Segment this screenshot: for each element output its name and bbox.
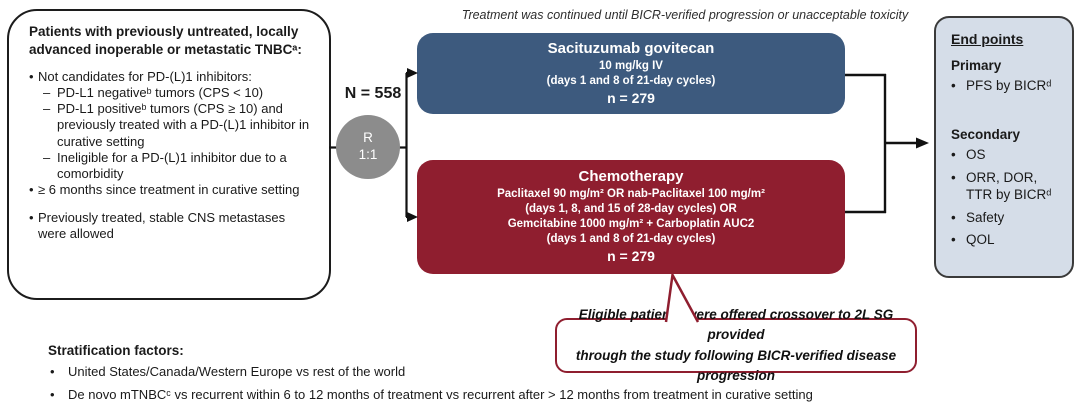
dash-marker: – [43, 149, 51, 165]
arm-regimen-1: Paclitaxel 90 mg/m² OR nab-Paclitaxel 10… [497, 188, 765, 201]
randomization-r: R [363, 130, 373, 146]
list-item-text: PFS by BICRᵈ [966, 78, 1052, 93]
eligibility-title: Patients with previously untreated, loca… [29, 24, 302, 57]
list-item-text: ORR, DOR, TTR by BICRᵈ [966, 169, 1052, 202]
crossover-callout: Eligible patients were offered crossover… [555, 307, 917, 383]
arm-chemotherapy: Chemotherapy Paclitaxel 90 mg/m² OR nab-… [417, 160, 845, 274]
bullet-marker: • [50, 364, 55, 379]
list-item-text: Not candidates for PD-(L)1 inhibitors: [38, 69, 252, 85]
arm-regimen-2: Gemcitabine 1000 mg/m² + Carboplatin AUC… [507, 218, 755, 231]
arm-title: Sacituzumab govitecan [547, 39, 715, 57]
list-item-text: Previously treated, stable CNS metastase… [38, 209, 286, 242]
list-item-text: United States/Canada/Western Europe vs r… [68, 364, 406, 379]
bullet-marker: • [29, 209, 34, 225]
list-item: – PD-L1 positiveᵇ tumors (CPS ≥ 10) and p… [29, 101, 315, 149]
dash-marker: – [43, 101, 51, 117]
list-item: • Not candidates for PD-(L)1 inhibitors: [29, 69, 315, 85]
eligibility-box: Patients with previously untreated, loca… [7, 9, 331, 300]
bullet-marker: • [951, 169, 956, 185]
list-item-text: OS [966, 146, 986, 162]
primary-endpoints-list: • PFS by BICRᵈ [951, 78, 1064, 95]
secondary-endpoints-heading: Secondary [951, 126, 1021, 142]
arm-n-count: n = 279 [607, 89, 655, 106]
list-item: • QOL [951, 232, 1064, 249]
endpoints-title: End points [951, 31, 1024, 47]
bullet-marker: • [50, 386, 55, 402]
arm-dose: 10 mg/kg IV [599, 59, 663, 72]
list-item: • ≥ 6 months since treatment in curative … [29, 182, 315, 198]
treatment-continuation-note: Treatment was continued until BICR-verif… [461, 8, 909, 22]
arrowhead-icon [916, 137, 929, 149]
list-item: • United States/Canada/Western Europe vs … [50, 364, 1058, 381]
arm-n-count: n = 279 [607, 248, 655, 265]
arm-schedule-2: (days 1 and 8 of 21-day cycles) [546, 233, 716, 246]
dash-marker: – [43, 85, 51, 101]
bullet-marker: • [951, 146, 956, 162]
list-item: • Previously treated, stable CNS metastas… [29, 210, 315, 242]
stratification-section: Stratification factors: • United States/C… [48, 343, 1058, 410]
list-item-text: Safety [966, 209, 1005, 225]
arm-sacituzumab-govitecan: Sacituzumab govitecan 10 mg/kg IV (days … [417, 33, 845, 114]
list-item-text: PD-L1 positiveᵇ tumors (CPS ≥ 10) and pr… [57, 101, 310, 149]
eligibility-list: • Not candidates for PD-(L)1 inhibitors: … [29, 69, 315, 242]
list-item-text: QOL [966, 232, 995, 248]
list-item-text: De novo mTNBCᶜ vs recurrent within 6 to … [68, 386, 813, 402]
list-item-text: Ineligible for a PD-(L)1 inhibitor due t… [57, 149, 287, 181]
bullet-marker: • [951, 209, 956, 225]
bullet-marker: • [29, 181, 34, 197]
arm-schedule: (days 1 and 8 of 21-day cycles) [546, 74, 716, 87]
bullet-marker: • [951, 232, 956, 248]
stratification-title: Stratification factors: [48, 343, 184, 358]
randomization-ratio: 1:1 [358, 147, 378, 162]
list-item: • Safety [951, 210, 1064, 227]
list-item: • ORR, DOR, TTR by BICRᵈ [951, 170, 1064, 204]
primary-endpoints-heading: Primary [951, 58, 1002, 73]
arm-title: Chemotherapy [578, 168, 684, 186]
list-item: • OS [951, 147, 1064, 164]
endpoints-box: End points Primary • PFS by BICRᵈ Seconda… [934, 16, 1074, 278]
list-item: – PD-L1 negativeᵇ tumors (CPS < 10) [29, 85, 315, 101]
arm-schedule-1: (days 1, 8, and 15 of 28-day cycles) OR [525, 203, 737, 216]
list-item: • De novo mTNBCᶜ vs recurrent within 6 to… [50, 387, 1058, 404]
crossover-line-1: Eligible patients were offered crossover… [578, 307, 894, 343]
bullet-marker: • [29, 69, 34, 85]
enrollment-count-label: N = 558 [344, 85, 402, 102]
bullet-marker: • [951, 78, 956, 93]
crossover-line-2: through the study following BICR-verifie… [575, 347, 897, 383]
list-item-text: PD-L1 negativeᵇ tumors (CPS < 10) [57, 85, 264, 101]
stratification-list: • United States/Canada/Western Europe vs … [48, 364, 1058, 404]
list-item-text: ≥ 6 months since treatment in curative s… [38, 181, 300, 197]
secondary-endpoints-list: • OS • ORR, DOR, TTR by BICRᵈ • Safety • QOL [951, 147, 1064, 249]
list-item: • PFS by BICRᵈ [951, 78, 1064, 95]
randomization-circle: R 1:1 [336, 115, 400, 179]
list-item: – Ineligible for a PD-(L)1 inhibitor due … [29, 150, 315, 182]
